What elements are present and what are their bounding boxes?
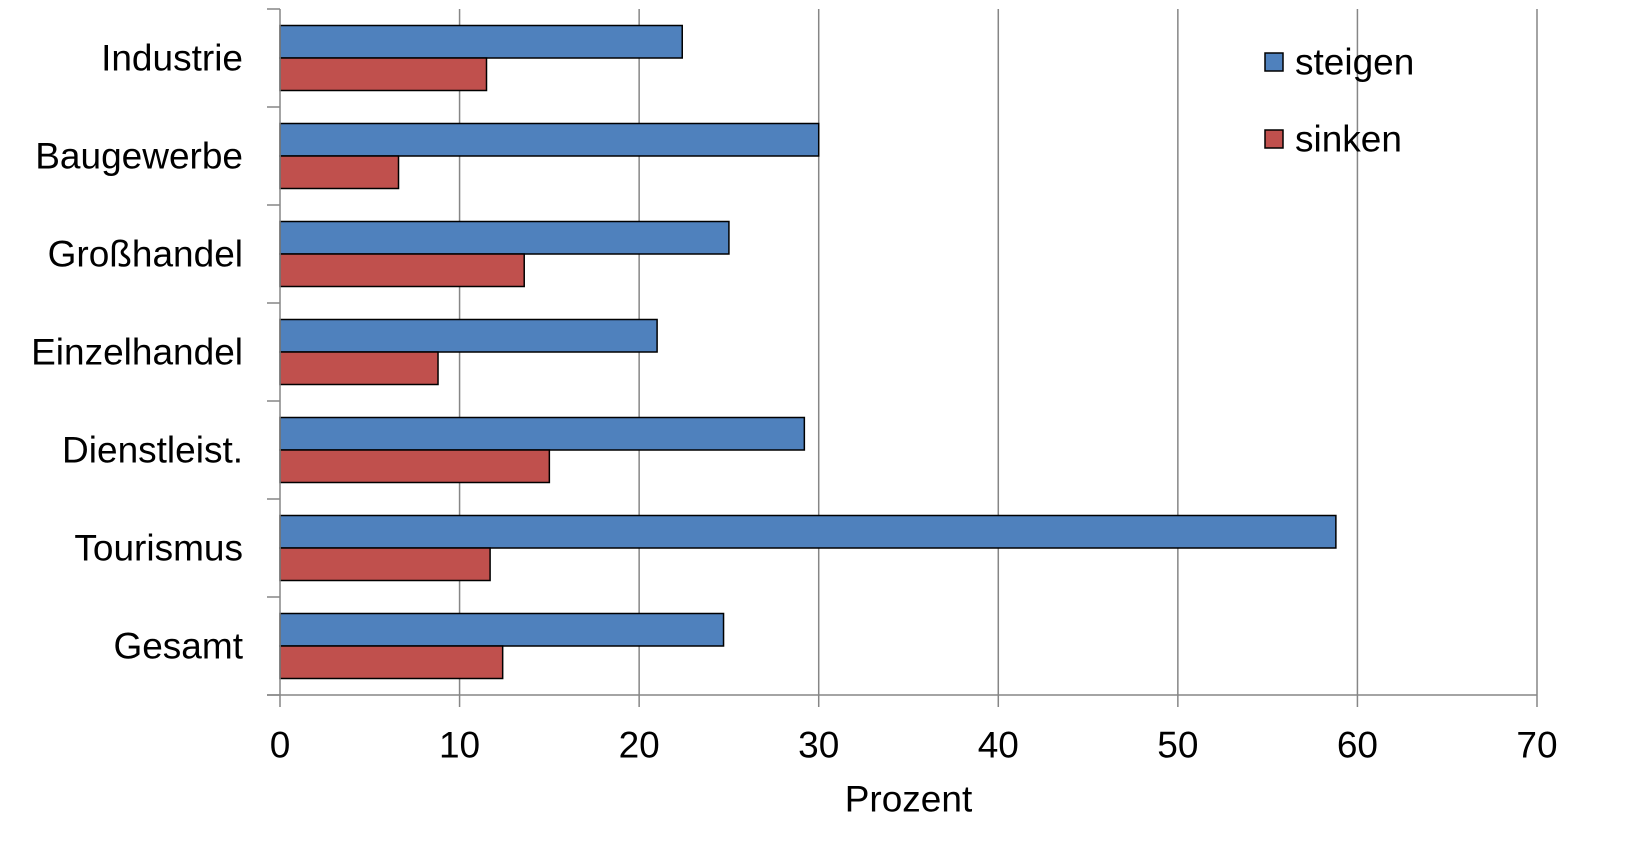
bar-sinken-4 <box>279 449 551 484</box>
legend-label-sinken: sinken <box>1295 119 1402 160</box>
x-tick-label: 40 <box>978 725 1019 766</box>
bar-steigen-4 <box>279 416 806 451</box>
category-label: Gesamt <box>113 626 243 667</box>
category-label: Dienstleist. <box>62 430 243 471</box>
bar-steigen-3 <box>279 318 658 353</box>
x-tick-label: 30 <box>798 725 839 766</box>
x-tick-label: 70 <box>1516 725 1557 766</box>
bar-sinken-3 <box>279 351 439 386</box>
x-tick-label: 0 <box>270 725 291 766</box>
category-label: Einzelhandel <box>31 332 243 373</box>
bar-steigen-0 <box>279 24 683 59</box>
category-label: Großhandel <box>48 234 243 275</box>
bar-steigen-6 <box>279 612 725 647</box>
bar-sinken-5 <box>279 547 491 582</box>
bar-sinken-2 <box>279 253 525 288</box>
category-label: Tourismus <box>74 528 243 569</box>
bar-steigen-1 <box>279 122 820 157</box>
x-tick-label: 20 <box>619 725 660 766</box>
bar-sinken-0 <box>279 57 488 92</box>
x-tick-label: 60 <box>1337 725 1378 766</box>
x-axis-title: Prozent <box>845 779 973 820</box>
bar-sinken-6 <box>279 645 504 680</box>
bar-steigen-2 <box>279 220 730 255</box>
legend-swatch-steigen <box>1264 52 1284 72</box>
category-label: Baugewerbe <box>35 136 243 177</box>
bar-sinken-1 <box>279 155 400 190</box>
category-label: Industrie <box>101 38 243 79</box>
x-tick-label: 50 <box>1157 725 1198 766</box>
bar-steigen-5 <box>279 514 1337 549</box>
legend-label-steigen: steigen <box>1295 42 1414 83</box>
legend-swatch-sinken <box>1264 129 1284 149</box>
x-tick-label: 10 <box>439 725 480 766</box>
